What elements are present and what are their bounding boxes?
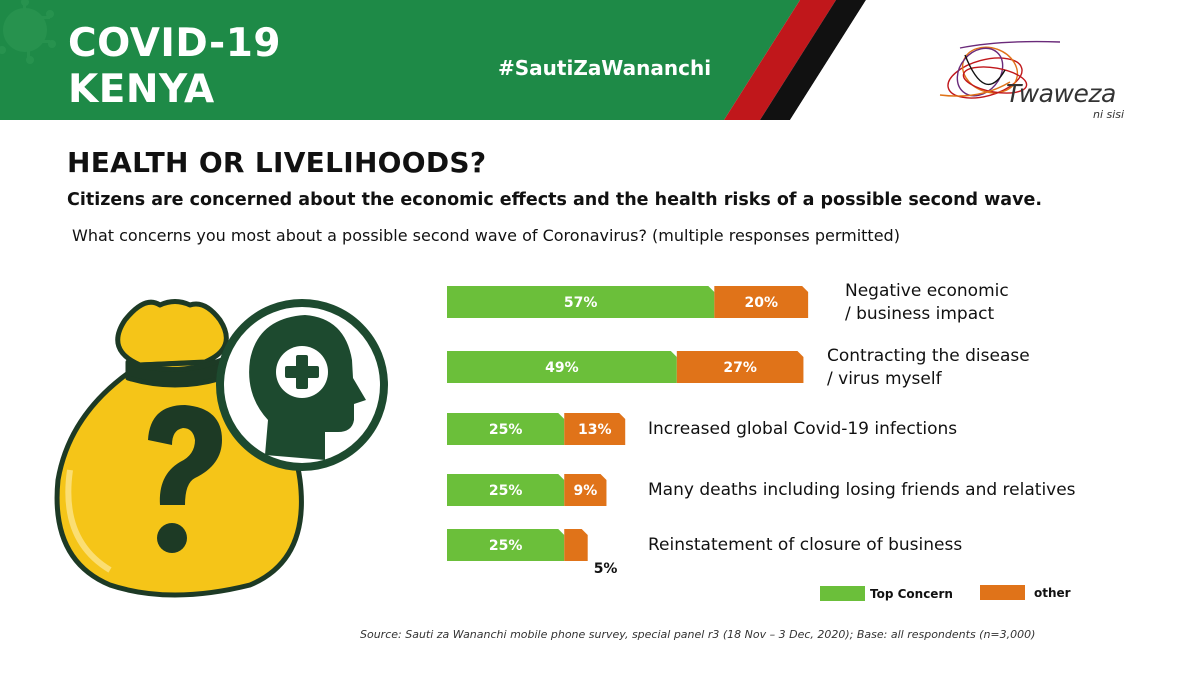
banner-white-gap xyxy=(790,0,1200,120)
subheadline: Citizens are concerned about the economi… xyxy=(67,190,1043,210)
value-label-top-concern: 25% xyxy=(489,483,523,499)
bar-top-concern xyxy=(447,286,715,318)
bars-layer: 57% 20% 49% 27% 25% 13% 25% 9% 25% 5% xyxy=(447,286,809,577)
category-label: Contracting the disease / virus myself xyxy=(827,345,1030,391)
bar-top-concern xyxy=(447,474,565,506)
headline: HEALTH OR LIVELIHOODS? xyxy=(67,146,487,179)
category-label-line: Contracting the disease xyxy=(827,346,1030,366)
bar-top-concern xyxy=(447,351,677,383)
kenya-red-stripe xyxy=(724,0,836,120)
logo-subtext: ni sisi xyxy=(1093,108,1125,121)
bar-other xyxy=(564,529,588,561)
bar-other xyxy=(564,474,607,506)
bar-other xyxy=(676,351,804,383)
value-label-other: 9% xyxy=(573,483,597,499)
category-label-line: / business impact xyxy=(845,304,995,324)
legend-swatch-other xyxy=(980,585,1025,600)
brand-title-line2: KENYA xyxy=(68,67,215,112)
survey-question: What concerns you most about a possible … xyxy=(72,226,900,245)
hashtag: #SautiZaWananchi xyxy=(498,56,712,80)
value-label-top-concern: 49% xyxy=(545,360,579,376)
value-label-other: 20% xyxy=(744,295,778,311)
question-mark-icon xyxy=(148,405,222,553)
category-label: Increased global Covid-19 infections xyxy=(648,418,957,441)
value-label-other: 13% xyxy=(578,422,612,438)
category-label-line: Negative economic xyxy=(845,281,1009,301)
category-label: Negative economic / business impact xyxy=(845,280,1009,326)
category-label: Many deaths including losing friends and… xyxy=(648,479,1076,502)
value-label-top-concern: 57% xyxy=(564,295,598,311)
legend-swatch-top-concern xyxy=(820,586,865,601)
bar-top-concern xyxy=(447,413,565,445)
legend-label-top-concern: Top Concern xyxy=(870,587,953,601)
category-label-line: Many deaths including losing friends and… xyxy=(648,480,1076,500)
category-label: Reinstatement of closure of business xyxy=(648,534,962,557)
category-label-line: / virus myself xyxy=(827,369,942,389)
bar-top-concern xyxy=(447,529,565,561)
virus-icon xyxy=(0,0,56,64)
value-label-top-concern: 25% xyxy=(489,538,523,554)
source-note: Source: Sauti za Wananchi mobile phone s… xyxy=(360,628,1036,641)
head-plus-icon xyxy=(216,299,388,471)
value-label-other: 5% xyxy=(594,561,618,577)
bar-other xyxy=(714,286,809,318)
value-label-top-concern: 25% xyxy=(489,422,523,438)
logo-text: Twaweza xyxy=(1006,79,1116,108)
legend-label-other: other xyxy=(1034,586,1071,600)
bar-other xyxy=(564,413,626,445)
banner-green-band xyxy=(0,0,800,120)
kenya-black-stripe xyxy=(760,0,866,120)
value-label-other: 27% xyxy=(723,360,757,376)
category-label-line: Increased global Covid-19 infections xyxy=(648,419,958,439)
category-label-line: Reinstatement of closure of business xyxy=(648,535,963,555)
brand-title-line1: COVID-19 xyxy=(68,21,281,66)
twaweza-logo xyxy=(939,40,1061,99)
header-banner xyxy=(0,0,1200,120)
